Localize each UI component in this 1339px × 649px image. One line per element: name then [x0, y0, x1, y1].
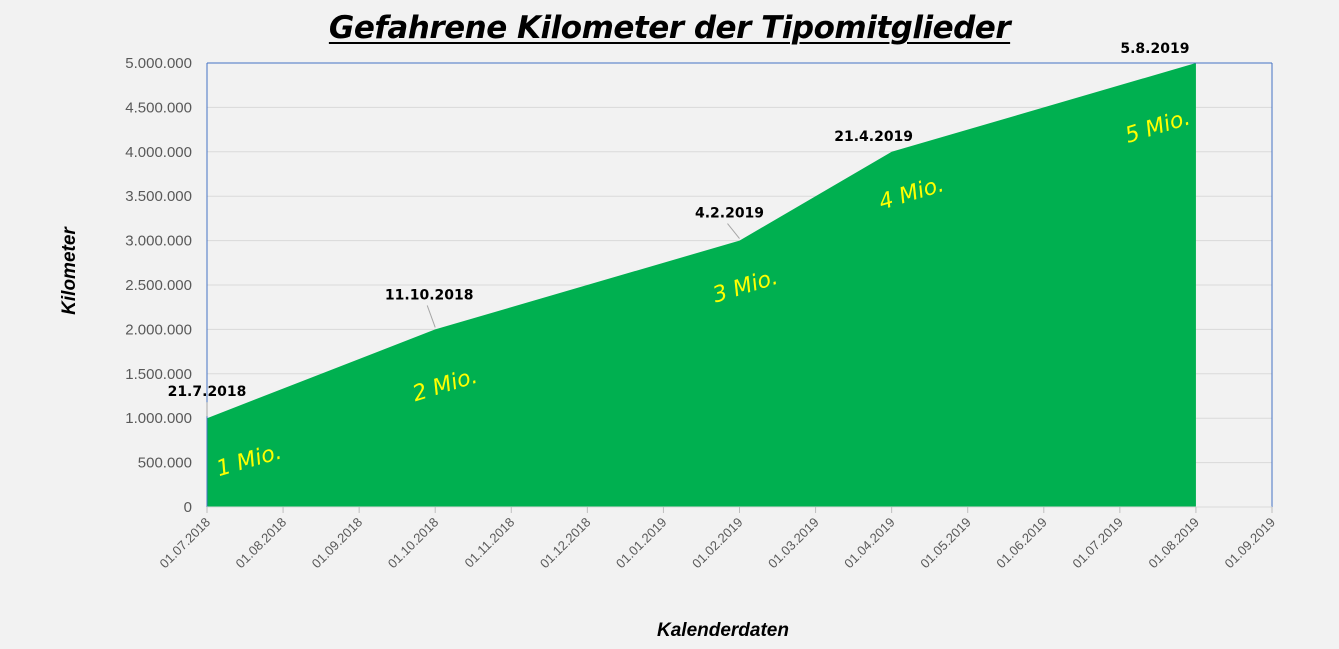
y-tick-label: 5.000.000 — [125, 55, 192, 72]
x-tick-label: 01.05.2019 — [917, 515, 974, 572]
y-tick-label: 2.000.000 — [125, 321, 192, 338]
y-tick-label: 500.000 — [138, 455, 192, 472]
x-tick-label: 01.12.2018 — [537, 515, 594, 572]
x-tick-label: 01.01.2019 — [613, 515, 670, 572]
x-tick-label: 01.10.2018 — [385, 515, 442, 572]
x-tick-label: 01.08.2019 — [1145, 515, 1202, 572]
x-tick-label: 01.03.2019 — [765, 515, 822, 572]
x-tick-label: 01.04.2019 — [841, 515, 898, 572]
x-tick-label: 01.07.2018 — [156, 515, 213, 572]
area-series — [207, 63, 1196, 507]
x-tick-label: 01.11.2018 — [461, 515, 517, 571]
x-tick-label: 01.06.2019 — [993, 515, 1050, 572]
x-tick-label: 01.08.2018 — [233, 515, 290, 572]
y-tick-label: 2.500.000 — [125, 277, 192, 294]
y-tick-label: 1.000.000 — [125, 410, 192, 427]
x-tick-label: 01.09.2018 — [309, 515, 366, 572]
y-tick-label: 4.000.000 — [125, 144, 192, 161]
data-label: 11.10.2018 — [385, 287, 474, 303]
leader-line — [426, 305, 436, 328]
y-tick-label: 3.500.000 — [125, 188, 192, 205]
leader-line — [727, 223, 740, 239]
x-tick-label: 01.02.2019 — [689, 515, 746, 572]
y-tick-label: 0 — [184, 499, 192, 516]
y-tick-label: 3.000.000 — [125, 233, 192, 250]
x-tick-label: 01.09.2019 — [1221, 515, 1278, 572]
data-label: 4.2.2019 — [695, 206, 764, 222]
y-tick-label: 4.500.000 — [125, 99, 192, 116]
y-tick-label: 1.500.000 — [125, 366, 192, 383]
data-label: 21.7.2018 — [168, 384, 247, 400]
x-tick-label: 01.07.2019 — [1069, 515, 1126, 572]
chart-title: Gefahrene Kilometer der Tipomitglieder — [328, 10, 1011, 46]
x-axis-label: Kalenderdaten — [657, 620, 789, 641]
data-label: 21.4.2019 — [834, 129, 913, 145]
data-label: 5.8.2019 — [1120, 41, 1189, 57]
